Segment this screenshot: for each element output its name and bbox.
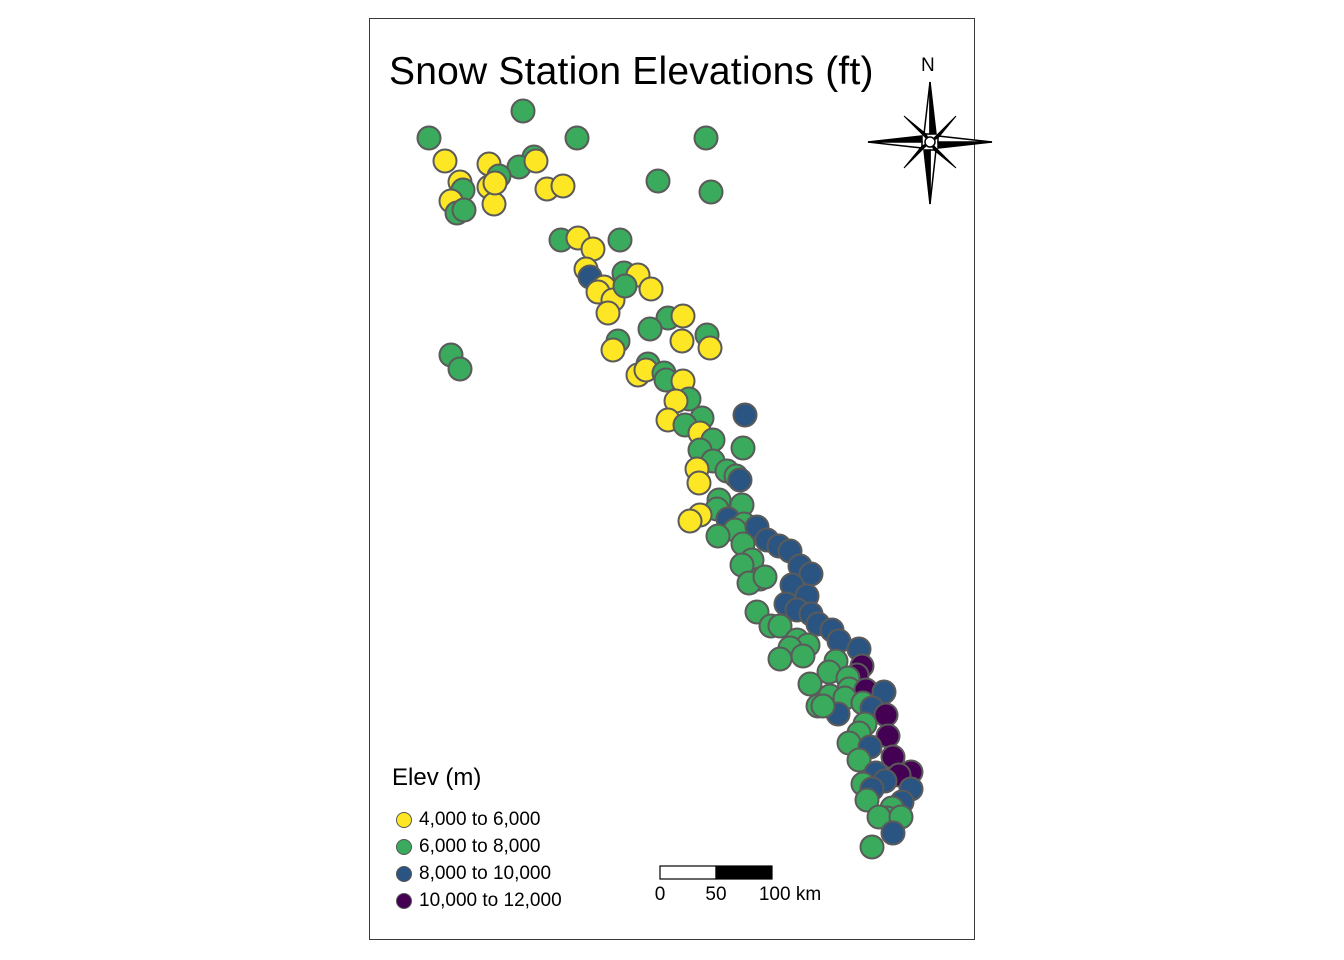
map-title: Snow Station Elevations (ft) [389, 50, 874, 93]
scale-label-100: 100 km [758, 884, 822, 905]
station-point [727, 467, 753, 493]
stations-layer [416, 98, 924, 860]
station-point [451, 197, 477, 223]
station-point [607, 227, 633, 253]
station-point [523, 148, 549, 174]
legend-swatch [396, 893, 412, 909]
station-point [859, 834, 885, 860]
station-point [705, 523, 731, 549]
station-point [645, 168, 671, 194]
north-arrow [867, 81, 993, 205]
station-point [854, 787, 880, 813]
station-point [612, 273, 638, 299]
station-point [564, 125, 590, 151]
station-point [873, 702, 899, 728]
station-point [550, 173, 576, 199]
station-point [447, 356, 473, 382]
scale-label-0: 0 [654, 884, 666, 905]
station-point [638, 276, 664, 302]
legend-label: 4,000 to 6,000 [419, 809, 541, 830]
legend-label: 6,000 to 8,000 [419, 836, 541, 857]
station-point [697, 335, 723, 361]
station-point [846, 747, 872, 773]
station-point [686, 470, 712, 496]
station-point [730, 435, 756, 461]
legend-swatch [396, 839, 412, 855]
legend-title: Elev (m) [392, 764, 482, 791]
legend-label: 8,000 to 10,000 [419, 863, 552, 884]
station-point [637, 316, 663, 342]
station-point [482, 170, 508, 196]
legend-swatch [396, 866, 412, 882]
station-point [595, 300, 621, 326]
station-point [600, 337, 626, 363]
legend-item: 6,000 to 8,000 [396, 835, 541, 859]
legend-swatch [396, 812, 412, 828]
station-point [669, 328, 695, 354]
station-point [767, 646, 793, 672]
station-point [432, 148, 458, 174]
station-point [481, 191, 507, 217]
station-point [693, 125, 719, 151]
north-label: N [921, 55, 935, 76]
legend-label: 10,000 to 12,000 [419, 890, 562, 911]
station-point [790, 643, 816, 669]
station-point [810, 693, 836, 719]
station-point [416, 125, 442, 151]
station-point [767, 613, 793, 639]
station-point [880, 820, 906, 846]
scale-bar [659, 865, 773, 880]
station-point [510, 98, 536, 124]
station-point [670, 303, 696, 329]
legend-item: 10,000 to 12,000 [396, 889, 562, 913]
station-point [797, 671, 823, 697]
scale-label-50: 50 [705, 884, 727, 905]
station-point [732, 402, 758, 428]
station-point [752, 564, 778, 590]
legend-item: 4,000 to 6,000 [396, 808, 541, 832]
station-point [698, 179, 724, 205]
station-point [677, 508, 703, 534]
legend-item: 8,000 to 10,000 [396, 862, 551, 886]
